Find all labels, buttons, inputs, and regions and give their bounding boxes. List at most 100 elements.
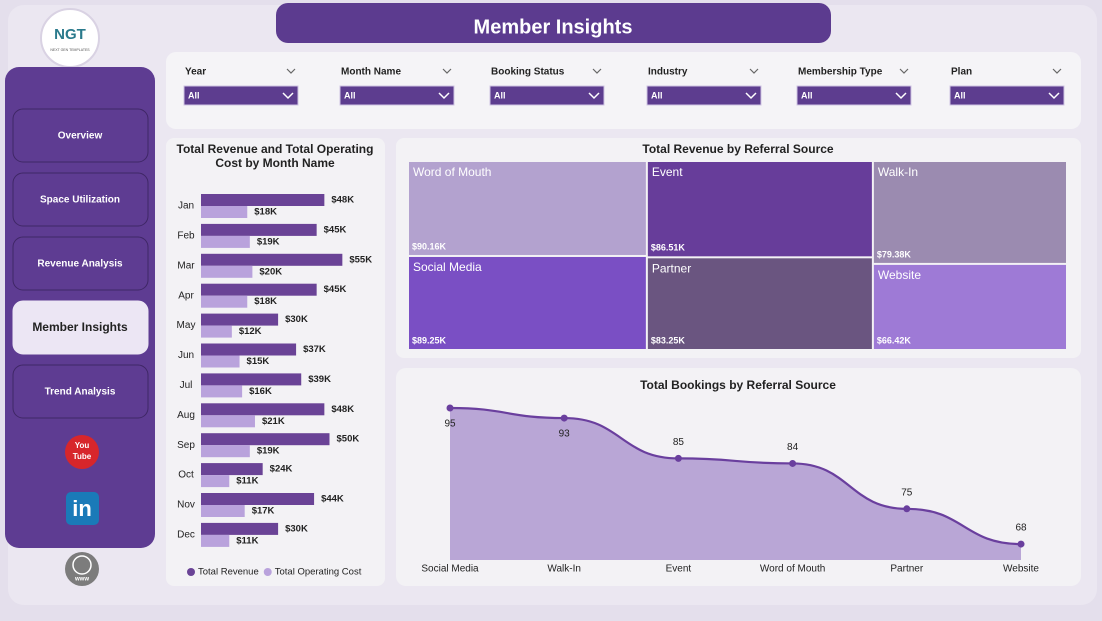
web-globe [72, 555, 92, 575]
data-point [560, 414, 568, 422]
bar-value-label: $39K [308, 374, 331, 385]
treemap-value-label: $86.51K [651, 243, 686, 253]
x-tick-label: Event [666, 564, 692, 575]
dropdown-arrow[interactable] [745, 92, 757, 100]
youtube-text[interactable]: Tube [73, 452, 92, 461]
legend-label: Total Operating Cost [275, 567, 362, 578]
bar [201, 355, 240, 368]
bar-value-label: $18K [254, 207, 277, 218]
bar-value-label: $45K [324, 224, 347, 235]
filter-panel [166, 52, 1081, 129]
treemap-value-label: $89.25K [412, 335, 447, 345]
data-label: 84 [787, 442, 799, 453]
treemap-tile [647, 258, 872, 349]
dropdown-arrow[interactable] [895, 92, 907, 100]
filter-chevron[interactable] [592, 68, 602, 74]
filter-chevron[interactable] [899, 68, 909, 74]
bar [201, 385, 243, 398]
filter-chevron[interactable] [286, 68, 296, 74]
dropdown-arrow[interactable] [282, 92, 294, 100]
filter-value[interactable]: All [494, 90, 506, 100]
nav-label[interactable]: Trend Analysis [45, 387, 116, 398]
filter-dropdown[interactable] [339, 85, 455, 106]
y-tick-label: Nov [177, 500, 195, 511]
nav-label[interactable]: Overview [58, 131, 103, 142]
bar-value-label: $48K [331, 195, 354, 206]
area-line [449, 406, 1022, 546]
bar-value-label: $19K [257, 236, 280, 247]
dropdown-arrow[interactable] [588, 92, 600, 100]
nav-label[interactable]: Member Insights [32, 320, 128, 334]
bar-value-label: $30K [285, 314, 308, 325]
linkedin-icon[interactable] [66, 492, 99, 525]
data-point [903, 505, 911, 513]
treemap-tile [873, 264, 1066, 349]
legend-marker [263, 568, 272, 576]
filter-dropdown[interactable] [489, 85, 605, 106]
bar-chart-title: Total Revenue and Total Operating Cost b… [176, 142, 374, 170]
bar-value-label: $24K [270, 464, 293, 475]
bar-value-label: $37K [303, 344, 326, 355]
nav-label[interactable]: Revenue Analysis [37, 259, 123, 270]
data-label: 95 [444, 419, 456, 430]
y-tick-label: Oct [178, 470, 194, 481]
y-tick-label: Aug [177, 410, 195, 421]
bar [201, 313, 279, 326]
filter-dropdown[interactable] [646, 85, 762, 106]
filter-value[interactable]: All [954, 90, 966, 100]
bar [201, 493, 315, 505]
bar-value-label: $44K [321, 494, 344, 505]
bar [201, 463, 263, 476]
x-tick-label: Partner [890, 564, 923, 575]
treemap-category-label: Social Media [413, 260, 482, 274]
nav-button[interactable] [12, 364, 149, 419]
filter-value[interactable]: All [344, 90, 356, 100]
y-tick-label: Dec [177, 530, 195, 541]
x-tick-label: Word of Mouth [760, 564, 825, 575]
filter-dropdown[interactable] [183, 85, 299, 106]
page-title: Member Insights [474, 16, 633, 38]
bar-value-label: $48K [331, 404, 354, 415]
logo-text: NGT [54, 26, 86, 43]
filter-label: Month Name [341, 67, 401, 78]
bar [201, 433, 330, 446]
filter-chevron[interactable] [749, 68, 759, 74]
filter-dropdown[interactable] [949, 85, 1065, 106]
bar [201, 445, 250, 458]
bar-title-box: Total Revenue and Total Operating Cost b… [176, 142, 374, 170]
data-point [1017, 540, 1025, 548]
youtube-text[interactable]: You [75, 441, 90, 450]
filter-value[interactable]: All [188, 90, 200, 100]
nav-label[interactable]: Space Utilization [40, 195, 120, 206]
web-text[interactable]: www [74, 577, 89, 583]
logo-subtext: NEXT GEN TEMPLATES [50, 48, 90, 52]
filter-chevron[interactable] [1052, 68, 1062, 74]
nav-button[interactable] [12, 236, 149, 291]
dropdown-arrow[interactable] [438, 92, 450, 100]
bar-value-label: $11K [236, 535, 258, 546]
bar [201, 235, 250, 248]
filter-label: Year [185, 67, 206, 78]
linkedin-text[interactable]: in [72, 496, 92, 521]
nav-button[interactable] [12, 172, 149, 227]
filter-label: Plan [951, 67, 972, 78]
filter-dropdown[interactable] [796, 85, 912, 106]
legend-label: Total Revenue [198, 567, 259, 578]
dropdown-arrow[interactable] [1048, 92, 1060, 100]
treemap-category-label: Word of Mouth [413, 165, 491, 179]
data-point [789, 459, 797, 467]
legend-marker [187, 568, 195, 576]
bar-value-label: $55K [349, 254, 372, 265]
bar [201, 403, 325, 416]
treemap-value-label: $90.16K [412, 241, 447, 251]
youtube-icon[interactable] [65, 435, 99, 469]
data-label: 93 [559, 429, 571, 440]
filter-value[interactable]: All [651, 90, 663, 100]
nav-button[interactable] [12, 108, 149, 163]
bar [201, 295, 248, 308]
y-tick-label: Feb [177, 231, 195, 242]
y-tick-label: Sep [177, 440, 195, 451]
filter-chevron[interactable] [442, 68, 452, 74]
filter-value[interactable]: All [801, 90, 813, 100]
nav-button[interactable] [12, 300, 149, 355]
